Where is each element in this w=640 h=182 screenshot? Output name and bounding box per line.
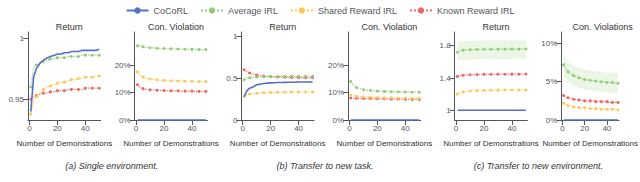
svg-text:0.95: 0.95	[8, 95, 24, 104]
svg-text:Known Reward IRL: Known Reward IRL	[437, 6, 515, 16]
svg-text:0: 0	[233, 116, 238, 125]
svg-text:20: 20	[53, 124, 62, 133]
svg-text:0: 0	[560, 124, 565, 133]
svg-text:Return: Return	[56, 22, 83, 32]
svg-text:1.4: 1.4	[440, 74, 452, 83]
svg-text:Number of Demonstrations: Number of Demonstrations	[17, 139, 113, 148]
svg-text:Number of Demonstrations: Number of Demonstrations	[230, 139, 326, 148]
svg-text:0: 0	[454, 124, 459, 133]
svg-text:0%: 0%	[546, 116, 558, 125]
svg-text:20%: 20%	[328, 61, 344, 70]
svg-text:Number of Demonstrations: Number of Demonstrations	[337, 139, 433, 148]
svg-text:20: 20	[373, 124, 382, 133]
svg-text:CoCoRL: CoCoRL	[154, 6, 189, 16]
svg-text:(c) Transfer to new environmen: (c) Transfer to new environment.	[474, 161, 603, 171]
svg-text:40: 40	[602, 124, 611, 133]
svg-text:0: 0	[134, 124, 139, 133]
svg-text:40: 40	[81, 124, 90, 133]
svg-text:0: 0	[241, 124, 246, 133]
svg-text:Number of Demonstrations: Number of Demonstrations	[123, 139, 219, 148]
svg-text:(a) Single environment.: (a) Single environment.	[65, 161, 158, 171]
svg-text:1: 1	[20, 34, 25, 43]
svg-text:0: 0	[27, 124, 32, 133]
svg-text:1: 1	[233, 32, 238, 41]
svg-text:0%: 0%	[119, 116, 131, 125]
svg-text:Shared Reward IRL: Shared Reward IRL	[318, 6, 397, 16]
svg-text:20: 20	[480, 124, 489, 133]
svg-text:Return: Return	[482, 22, 509, 32]
svg-text:1.8: 1.8	[440, 41, 452, 50]
svg-text:40: 40	[401, 124, 410, 133]
svg-text:(b) Transfer to new task.: (b) Transfer to new task.	[277, 161, 374, 171]
svg-text:Con. Violation: Con. Violation	[361, 22, 417, 32]
svg-text:0%: 0%	[332, 116, 344, 125]
svg-text:Con. Violations: Con. Violations	[572, 22, 633, 32]
svg-text:20: 20	[160, 124, 169, 133]
svg-text:Return: Return	[269, 22, 296, 32]
svg-text:10%: 10%	[541, 39, 557, 48]
svg-text:40: 40	[508, 124, 517, 133]
svg-text:Average IRL: Average IRL	[228, 6, 278, 16]
svg-text:1: 1	[446, 106, 451, 115]
svg-text:20: 20	[580, 124, 589, 133]
svg-text:40: 40	[294, 124, 303, 133]
svg-text:0: 0	[347, 124, 352, 133]
svg-text:5%: 5%	[546, 77, 558, 86]
svg-text:Number of Demonstrations: Number of Demonstrations	[443, 139, 539, 148]
svg-text:0.5: 0.5	[226, 74, 238, 83]
svg-text:Number of Demonstrations: Number of Demonstrations	[542, 139, 638, 148]
svg-text:20: 20	[266, 124, 275, 133]
svg-text:10%: 10%	[115, 88, 131, 97]
svg-text:Con. Violation: Con. Violation	[148, 22, 204, 32]
svg-text:40: 40	[188, 124, 197, 133]
svg-text:10%: 10%	[328, 88, 344, 97]
svg-text:20%: 20%	[115, 61, 131, 70]
